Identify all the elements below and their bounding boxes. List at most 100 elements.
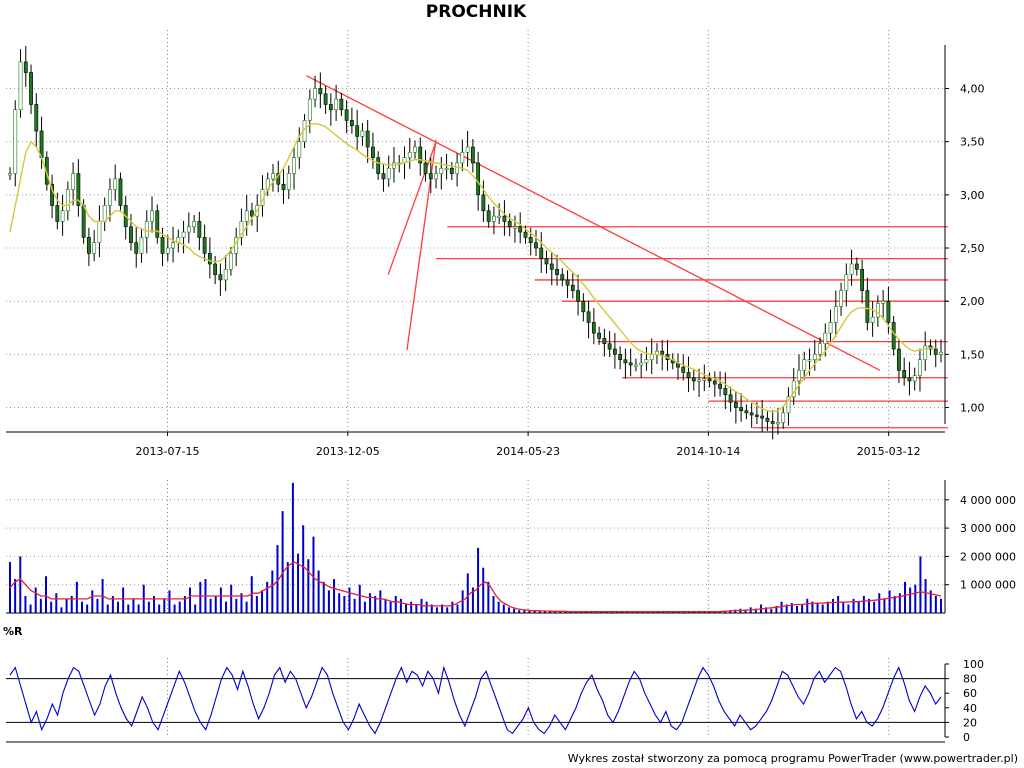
y-tick-label: 20 (963, 716, 977, 729)
price-candle-body (323, 93, 328, 105)
price-candle-body (865, 290, 870, 323)
price-candle-body (628, 362, 633, 366)
price-candle-body (513, 226, 517, 229)
price-candle-body (502, 215, 507, 222)
price-support-levels (436, 226, 948, 429)
x-tick-label: 2015-03-12 (857, 445, 921, 458)
y-tick-label: 100 (963, 658, 984, 671)
price-candle-body (723, 388, 728, 396)
price-candle-body (712, 380, 717, 385)
price-candle-body (818, 343, 822, 355)
price-candle-body (65, 189, 70, 212)
price-candle-body (213, 263, 218, 275)
price-candle-body (155, 210, 160, 238)
price-candle-body (297, 141, 302, 158)
price-candle-body (870, 316, 875, 323)
price-candle-body (386, 167, 391, 180)
price-candle-body (139, 237, 144, 254)
price-candle-body (39, 130, 44, 158)
price-candle-body (728, 394, 733, 403)
price-candle-body (718, 383, 722, 389)
price-candle-body (849, 263, 854, 275)
price-ma-line (9, 122, 936, 413)
price-candle-body (13, 109, 18, 174)
price-candle-body (444, 167, 449, 171)
price-candle-body (923, 345, 928, 360)
price-candle-body (555, 268, 559, 275)
volume-grid (6, 480, 945, 613)
price-candle-body (891, 322, 896, 350)
price-candle-body (886, 300, 891, 323)
williams-r-label: %R (3, 625, 23, 638)
price-candle-body (612, 348, 617, 355)
williams-r-line (9, 665, 942, 735)
trendline (387, 141, 437, 275)
y-tick-label: 40 (963, 702, 977, 715)
price-candle-body (691, 377, 696, 382)
price-candle-body (318, 88, 323, 95)
price-candle-body (81, 205, 86, 238)
price-candle-body (586, 311, 591, 323)
price-candle-body (797, 370, 801, 382)
price-candle-body (339, 98, 344, 111)
price-candle-body (313, 88, 317, 100)
price-candle-body (560, 274, 565, 281)
y-tick-label: 3,50 (960, 136, 985, 149)
y-tick-label: 2,50 (960, 242, 985, 255)
price-moving-average (9, 122, 936, 413)
price-candle-body (481, 194, 486, 212)
price-candle-body (823, 332, 828, 345)
price-candle-body (376, 157, 381, 174)
price-candle-body (497, 215, 502, 218)
price-candle-body (55, 205, 60, 222)
price-candle-body (171, 242, 175, 249)
price-candle-body (428, 173, 433, 180)
price-candle-body (781, 412, 786, 423)
trendline (406, 139, 437, 351)
price-candle-body (71, 173, 76, 190)
price-candle-body (18, 61, 23, 111)
price-candle-body (907, 377, 912, 382)
price-candle-body (686, 372, 691, 379)
price-candle-body (697, 379, 701, 382)
price-candle-body (618, 354, 623, 360)
price-candle-body (202, 237, 207, 254)
price-candle-body (634, 364, 638, 367)
price-candle-body (591, 322, 596, 334)
price-candle-body (223, 268, 228, 281)
price-candle-body (833, 306, 838, 323)
price-candle-body (460, 152, 465, 164)
price-candle-body (786, 396, 791, 414)
volume-ma-line (9, 561, 942, 613)
price-candle-body (476, 162, 481, 196)
volume-moving-average (9, 561, 942, 613)
price-candle-body (881, 300, 886, 304)
price-axes: 2013-07-15 2013-12-05 2014-05-23 2014-10-14… (6, 45, 985, 458)
y-tick-label: 2 000 000 (960, 550, 1016, 563)
price-candle-body (639, 362, 644, 366)
price-candle-body (23, 61, 28, 73)
price-candle-body (29, 72, 33, 105)
y-tick-label: 1 000 000 (960, 579, 1016, 592)
price-candle-body (113, 178, 118, 190)
price-candle-body (334, 98, 339, 111)
price-candle-body (902, 370, 907, 379)
chart-title: PROCHNIK (425, 2, 527, 22)
y-tick-label: 1,00 (960, 402, 985, 415)
price-candle-body (197, 221, 202, 238)
price-candle-body (423, 162, 428, 174)
price-candle-body (76, 173, 81, 206)
price-candle-body (328, 104, 333, 111)
y-tick-label: 80 (963, 673, 977, 686)
price-candle-body (439, 167, 444, 174)
price-candle-body (455, 162, 459, 174)
price-candle-body (918, 359, 922, 376)
price-candle-body (844, 274, 849, 291)
price-candle-body (165, 247, 170, 254)
price-candle-body (544, 258, 549, 265)
price-candle-body (760, 415, 765, 419)
price-candle-body (34, 104, 39, 132)
price-candle-body (108, 189, 112, 206)
